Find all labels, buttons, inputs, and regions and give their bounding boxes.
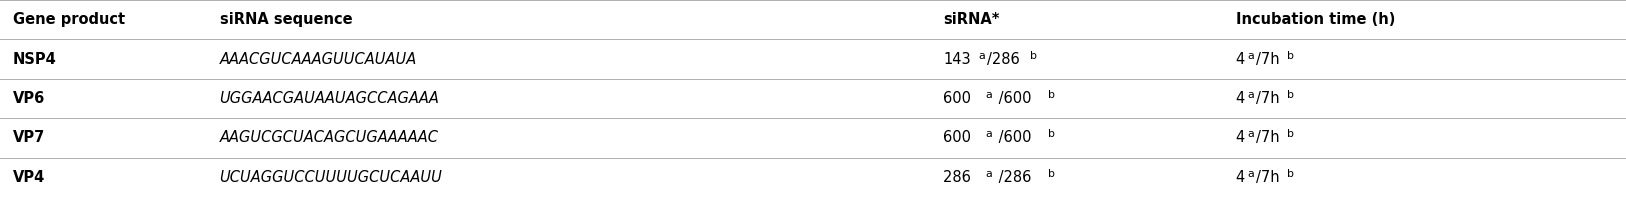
Text: AAGUCGCUACAGCUGAAAAAC: AAGUCGCUACAGCUGAAAAAC: [220, 130, 439, 145]
Text: UCUAGGUCCUUUUGCUCAAUU: UCUAGGUCCUUUUGCUCAAUU: [220, 170, 442, 185]
Text: 143: 143: [943, 52, 971, 67]
Text: VP4: VP4: [13, 170, 46, 185]
Text: Incubation time (h): Incubation time (h): [1236, 12, 1395, 27]
Text: a: a: [985, 90, 992, 100]
Text: 600: 600: [943, 130, 976, 145]
Text: b: b: [1049, 90, 1055, 100]
Text: a: a: [1247, 129, 1254, 139]
Text: AAACGUCAAAGUUCAUAUA: AAACGUCAAAGUUCAUAUA: [220, 52, 416, 67]
Text: b: b: [1049, 129, 1055, 139]
Text: /7h: /7h: [1257, 91, 1280, 106]
Text: NSP4: NSP4: [13, 52, 57, 67]
Text: siRNA*: siRNA*: [943, 12, 1000, 27]
Text: /286: /286: [987, 52, 1020, 67]
Text: 4: 4: [1236, 130, 1246, 145]
Text: /286: /286: [993, 170, 1036, 185]
Text: b: b: [1047, 169, 1055, 179]
Text: b: b: [1286, 129, 1294, 139]
Text: /7h: /7h: [1257, 170, 1280, 185]
Text: VP6: VP6: [13, 91, 46, 106]
Text: Gene product: Gene product: [13, 12, 125, 27]
Text: 600: 600: [943, 91, 976, 106]
Text: b: b: [1029, 51, 1037, 60]
Text: 4: 4: [1236, 91, 1246, 106]
Text: b: b: [1286, 169, 1294, 179]
Text: 4: 4: [1236, 52, 1246, 67]
Text: /7h: /7h: [1257, 130, 1280, 145]
Text: siRNA sequence: siRNA sequence: [220, 12, 353, 27]
Text: 4: 4: [1236, 170, 1246, 185]
Text: a: a: [985, 129, 992, 139]
Text: 286: 286: [943, 170, 976, 185]
Text: a: a: [979, 51, 985, 60]
Text: /600: /600: [993, 130, 1036, 145]
Text: UGGAACGAUAAUAGCCAGAAA: UGGAACGAUAAUAGCCAGAAA: [220, 91, 439, 106]
Text: a: a: [1247, 90, 1254, 100]
Text: /600: /600: [993, 91, 1036, 106]
Text: a: a: [985, 169, 992, 179]
Text: b: b: [1286, 90, 1294, 100]
Text: a: a: [1247, 169, 1254, 179]
Text: /7h: /7h: [1257, 52, 1280, 67]
Text: a: a: [1247, 51, 1254, 60]
Text: VP7: VP7: [13, 130, 46, 145]
Text: b: b: [1286, 51, 1294, 60]
